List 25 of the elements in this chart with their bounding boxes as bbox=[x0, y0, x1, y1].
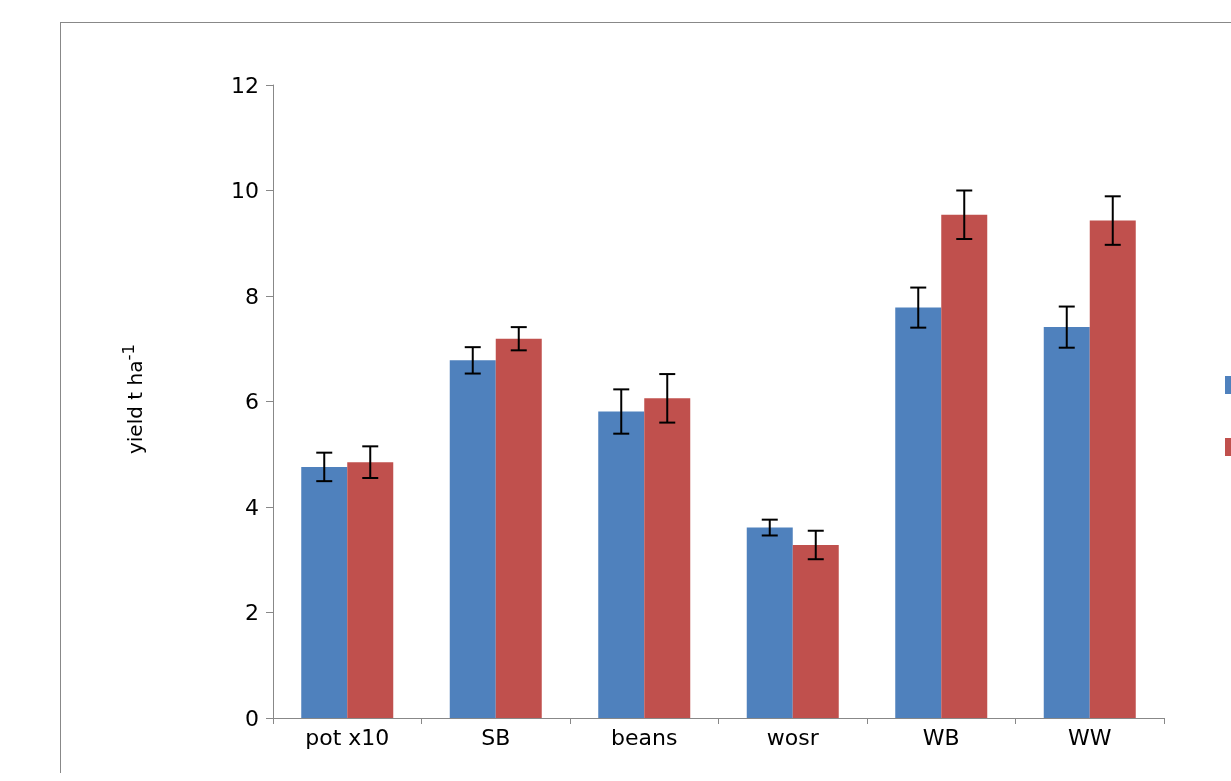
bar bbox=[792, 544, 839, 718]
x-tick-label: pot x10 bbox=[305, 724, 390, 750]
y-tick-label: 12 bbox=[231, 72, 259, 98]
bar bbox=[644, 398, 691, 718]
bar bbox=[1043, 327, 1090, 718]
x-tick-label: WW bbox=[1067, 724, 1112, 750]
y-tick-label: 2 bbox=[245, 600, 259, 625]
bar bbox=[449, 360, 496, 718]
bar bbox=[347, 462, 394, 718]
bar bbox=[746, 527, 793, 718]
bar bbox=[1089, 220, 1136, 718]
bar bbox=[495, 338, 542, 718]
x-tick-label: SB bbox=[481, 724, 511, 750]
y-tick-label: 6 bbox=[245, 389, 259, 414]
y-tick-label: 10 bbox=[231, 178, 259, 203]
y-tick-label: 0 bbox=[245, 705, 259, 731]
bar bbox=[941, 214, 988, 718]
x-tick-label: WB bbox=[922, 724, 960, 750]
bar bbox=[895, 307, 942, 718]
y-tick-label: 8 bbox=[245, 283, 259, 309]
x-tick-label: beans bbox=[611, 724, 678, 750]
bar bbox=[598, 411, 645, 718]
x-tick-label: wosr bbox=[766, 724, 820, 750]
bar bbox=[301, 466, 348, 718]
y-tick-label: 4 bbox=[245, 494, 259, 520]
